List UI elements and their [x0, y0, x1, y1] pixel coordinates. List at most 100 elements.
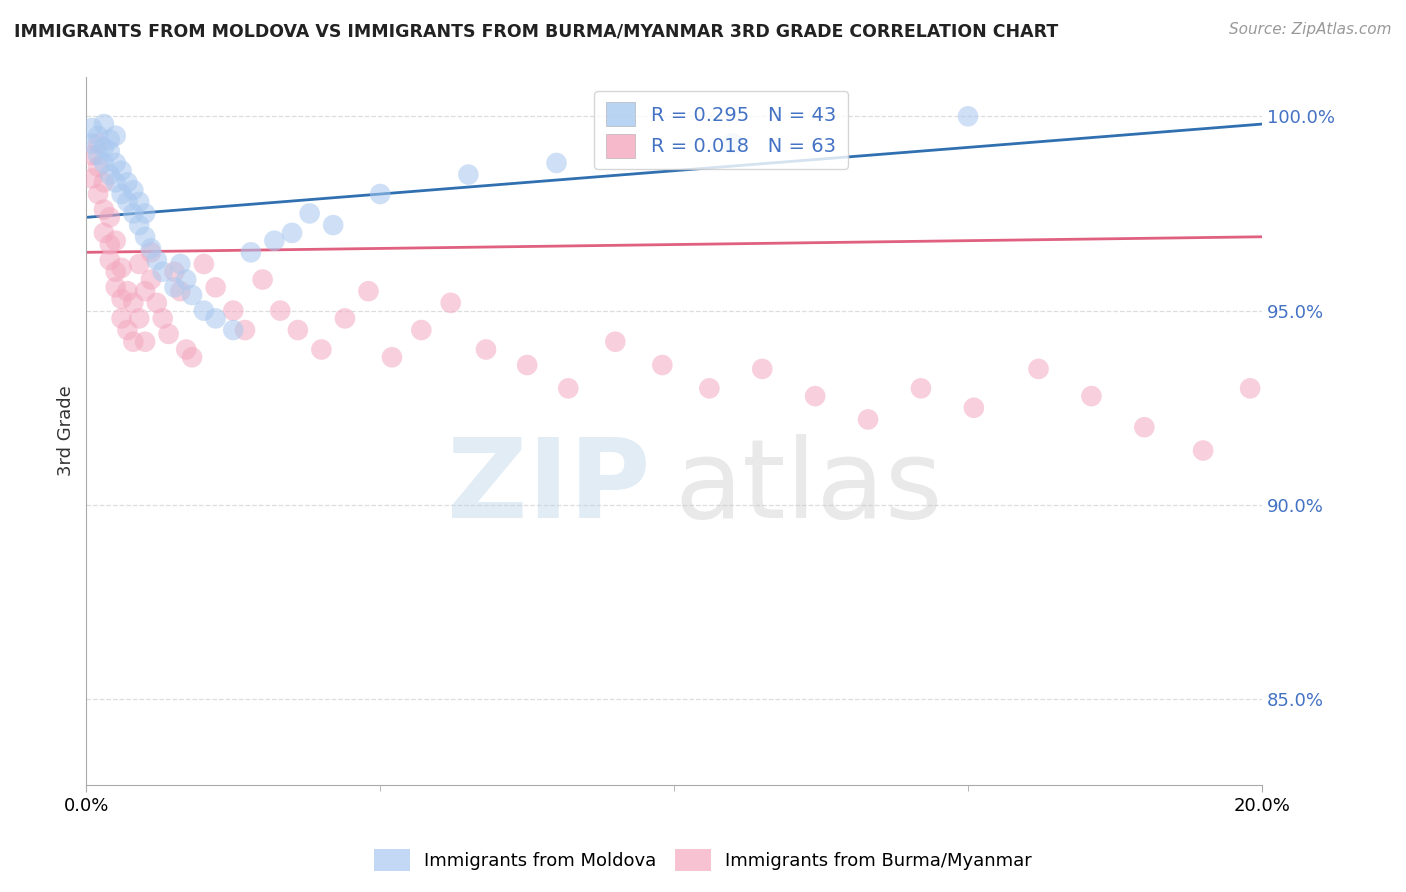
Point [174, 343, 197, 357]
Point [139, 272, 162, 286]
Point [169, 284, 191, 298]
Point [93, 117, 115, 131]
Point [163, 280, 186, 294]
Point [128, 311, 150, 326]
Point [269, 303, 291, 318]
Point [104, 175, 127, 189]
Point [1080, 389, 1102, 403]
Point [104, 280, 127, 294]
Text: Source: ZipAtlas.com: Source: ZipAtlas.com [1229, 22, 1392, 37]
Point [87, 128, 110, 143]
Point [1192, 443, 1215, 458]
Point [204, 280, 226, 294]
Point [222, 303, 245, 318]
Point [411, 323, 433, 337]
Point [169, 257, 191, 271]
Point [110, 292, 132, 306]
Point [122, 206, 145, 220]
Point [98, 168, 121, 182]
Point [298, 206, 321, 220]
Point [333, 311, 356, 326]
Point [98, 145, 121, 159]
Point [222, 323, 245, 337]
Point [87, 136, 110, 151]
Point [357, 284, 380, 298]
Point [368, 187, 391, 202]
Point [281, 226, 304, 240]
Point [117, 175, 139, 189]
Point [110, 163, 132, 178]
Point [93, 140, 115, 154]
Point [956, 109, 979, 123]
Point [104, 234, 127, 248]
Point [104, 265, 127, 279]
Point [87, 187, 110, 202]
Point [322, 218, 344, 232]
Point [139, 245, 162, 260]
Point [134, 206, 156, 220]
Point [117, 194, 139, 209]
Point [233, 323, 256, 337]
Point [263, 234, 285, 248]
Point [204, 311, 226, 326]
Point [82, 120, 104, 135]
Point [651, 358, 673, 372]
Point [93, 226, 115, 240]
Point [134, 284, 156, 298]
Point [134, 229, 156, 244]
Point [311, 343, 333, 357]
Point [117, 284, 139, 298]
Point [457, 168, 479, 182]
Point [98, 133, 121, 147]
Point [804, 389, 827, 403]
Point [82, 148, 104, 162]
Point [122, 296, 145, 310]
Point [122, 183, 145, 197]
Point [440, 296, 463, 310]
Point [475, 343, 498, 357]
Y-axis label: 3rd Grade: 3rd Grade [58, 385, 75, 476]
Point [239, 245, 262, 260]
Point [516, 358, 538, 372]
Point [122, 334, 145, 349]
Point [381, 351, 404, 365]
Point [98, 237, 121, 252]
Point [721, 136, 744, 151]
Point [82, 136, 104, 151]
Point [98, 211, 121, 225]
Point [139, 242, 162, 256]
Point [110, 187, 132, 202]
Point [605, 334, 627, 349]
Point [152, 311, 174, 326]
Point [751, 362, 773, 376]
Point [110, 311, 132, 326]
Point [146, 296, 169, 310]
Point [110, 260, 132, 275]
Point [1028, 362, 1050, 376]
Point [546, 156, 568, 170]
Point [181, 288, 204, 302]
Point [134, 334, 156, 349]
Text: IMMIGRANTS FROM MOLDOVA VS IMMIGRANTS FROM BURMA/MYANMAR 3RD GRADE CORRELATION C: IMMIGRANTS FROM MOLDOVA VS IMMIGRANTS FR… [14, 22, 1059, 40]
Point [82, 171, 104, 186]
Point [104, 156, 127, 170]
Text: atlas: atlas [673, 434, 942, 541]
Point [287, 323, 309, 337]
Point [98, 253, 121, 268]
Point [152, 265, 174, 279]
Point [193, 303, 215, 318]
Text: ZIP: ZIP [447, 434, 651, 541]
Point [1133, 420, 1156, 434]
Point [93, 175, 115, 189]
Point [163, 265, 186, 279]
Point [87, 160, 110, 174]
Point [910, 381, 932, 395]
Point [128, 218, 150, 232]
Point [104, 128, 127, 143]
Point [856, 412, 879, 426]
Point [93, 156, 115, 170]
Point [193, 257, 215, 271]
Point [157, 326, 180, 341]
Point [128, 257, 150, 271]
Point [963, 401, 986, 415]
